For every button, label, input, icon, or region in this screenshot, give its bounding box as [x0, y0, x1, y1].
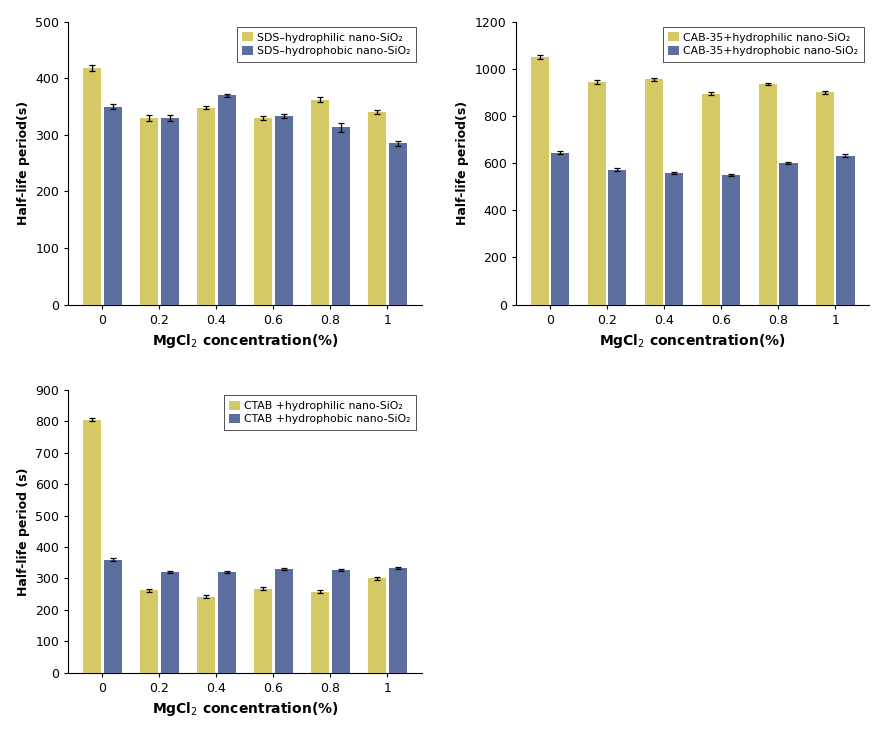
X-axis label: MgCl$_2$ concentration(%): MgCl$_2$ concentration(%) — [152, 700, 338, 718]
Y-axis label: Half-life period (s): Half-life period (s) — [17, 467, 29, 595]
Y-axis label: Half-life period(s): Half-life period(s) — [17, 101, 29, 225]
Bar — [197, 107, 215, 304]
Bar — [104, 107, 122, 304]
Bar — [645, 79, 663, 304]
Bar — [311, 592, 330, 673]
Y-axis label: Half-life period(s): Half-life period(s) — [456, 101, 470, 225]
Bar — [83, 420, 101, 673]
Bar — [722, 175, 741, 304]
Bar — [83, 68, 101, 304]
Bar — [780, 163, 797, 304]
Legend: CAB-35+hydrophilic nano-SiO₂, CAB-35+hydrophobic nano-SiO₂: CAB-35+hydrophilic nano-SiO₂, CAB-35+hyd… — [663, 27, 864, 62]
Bar — [254, 589, 272, 673]
Bar — [587, 82, 606, 304]
Bar — [836, 156, 854, 304]
Bar — [331, 570, 350, 673]
Bar — [389, 143, 407, 304]
Bar — [140, 118, 159, 304]
Bar — [311, 100, 330, 304]
Bar — [275, 569, 293, 673]
Legend: SDS–hydrophilic nano-SiO₂, SDS–hydrophobic nano-SiO₂: SDS–hydrophilic nano-SiO₂, SDS–hydrophob… — [237, 27, 416, 62]
Bar — [160, 118, 179, 304]
Bar — [275, 116, 293, 304]
Bar — [758, 84, 777, 304]
Bar — [160, 572, 179, 673]
Bar — [104, 559, 122, 673]
Bar — [331, 127, 350, 304]
X-axis label: MgCl$_2$ concentration(%): MgCl$_2$ concentration(%) — [600, 332, 786, 350]
Bar — [218, 96, 236, 304]
Bar — [608, 170, 626, 304]
Bar — [368, 578, 386, 673]
X-axis label: MgCl$_2$ concentration(%): MgCl$_2$ concentration(%) — [152, 332, 338, 350]
Bar — [218, 572, 236, 673]
Bar — [140, 590, 159, 673]
Bar — [254, 118, 272, 304]
Bar — [389, 568, 407, 673]
Legend: CTAB +hydrophilic nano-SiO₂, CTAB +hydrophobic nano-SiO₂: CTAB +hydrophilic nano-SiO₂, CTAB +hydro… — [224, 395, 416, 430]
Bar — [368, 112, 386, 304]
Bar — [816, 93, 834, 304]
Bar — [665, 173, 683, 304]
Bar — [197, 597, 215, 673]
Bar — [702, 93, 720, 304]
Bar — [531, 57, 549, 304]
Bar — [551, 152, 570, 304]
